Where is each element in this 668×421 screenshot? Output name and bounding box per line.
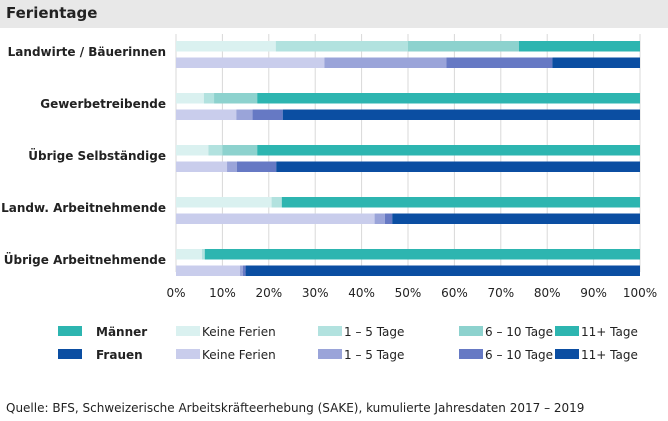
bar-segment — [201, 249, 205, 260]
legend-swatch — [176, 349, 200, 359]
bar-segment — [227, 161, 237, 172]
x-tick-label: 90% — [580, 286, 607, 300]
bar-segment — [208, 145, 223, 156]
bar-segment — [324, 57, 447, 68]
bar-segment — [236, 161, 277, 172]
x-tick-label: 80% — [534, 286, 561, 300]
title-bar — [0, 0, 668, 28]
chart-title: Ferientage — [6, 4, 98, 22]
legend-swatch — [318, 349, 342, 359]
bar-segment — [176, 93, 204, 104]
legend-segment-label: 1 – 5 Tage — [344, 348, 404, 362]
legend-swatch — [459, 326, 483, 336]
bar-segment — [245, 265, 640, 276]
bar-segment — [214, 93, 258, 104]
x-tick-label: 60% — [441, 286, 468, 300]
bar-segment — [204, 249, 640, 260]
category-label: Gewerbetreibende — [40, 97, 166, 111]
legend-swatch — [318, 326, 342, 336]
bar-segment — [257, 145, 640, 156]
bar-segment — [281, 197, 640, 208]
bar-segment — [176, 161, 228, 172]
legend-segment-label: Keine Ferien — [202, 325, 276, 339]
x-tick-label: 0% — [166, 286, 185, 300]
bar-segment — [176, 213, 375, 224]
legend-swatch — [58, 326, 82, 336]
x-tick-label: 10% — [209, 286, 236, 300]
bar-segment — [384, 213, 393, 224]
legend-segment-label: 11+ Tage — [581, 348, 638, 362]
legend-group-label: Männer — [96, 325, 147, 339]
category-label: Landw. Arbeitnehmende — [1, 201, 166, 215]
bar-segment — [240, 265, 243, 276]
bar-segment — [176, 197, 272, 208]
bar-segment — [242, 265, 246, 276]
x-tick-label: 100% — [623, 286, 657, 300]
legend-segment-label: 11+ Tage — [581, 325, 638, 339]
bar-segment — [222, 145, 258, 156]
legend-group-label: Frauen — [96, 348, 143, 362]
bar-segment — [176, 145, 209, 156]
bar-segment — [392, 213, 640, 224]
bar-segment — [257, 93, 640, 104]
bar-segment — [408, 41, 519, 52]
category-label: Übrige Arbeitnehmende — [4, 252, 166, 267]
legend-segment-label: 6 – 10 Tage — [485, 325, 553, 339]
bar-segment — [176, 109, 237, 120]
x-tick-label: 40% — [348, 286, 375, 300]
bar-segment — [275, 41, 408, 52]
legend-segment-label: 1 – 5 Tage — [344, 325, 404, 339]
legend-swatch — [58, 349, 82, 359]
bar-segment — [374, 213, 385, 224]
bar-segment — [276, 161, 640, 172]
x-tick-label: 50% — [395, 286, 422, 300]
x-tick-label: 30% — [302, 286, 329, 300]
bar-segment — [176, 41, 276, 52]
category-label: Landwirte / Bäuerinnen — [8, 45, 166, 59]
legend-swatch — [459, 349, 483, 359]
legend-swatch — [555, 326, 579, 336]
bar-segment — [176, 265, 241, 276]
x-tick-label: 20% — [255, 286, 282, 300]
bar-segment — [552, 57, 640, 68]
bar-segment — [176, 57, 325, 68]
bar-segment — [236, 109, 253, 120]
bar-segment — [252, 109, 283, 120]
legend-segment-label: 6 – 10 Tage — [485, 348, 553, 362]
x-tick-label: 70% — [487, 286, 514, 300]
legend-swatch — [176, 326, 200, 336]
bar-segment — [446, 57, 553, 68]
bar-segment — [271, 197, 282, 208]
bar-segment — [203, 93, 215, 104]
bar-segment — [518, 41, 640, 52]
source-note: Quelle: BFS, Schweizerische Arbeitskräft… — [6, 401, 585, 415]
bar-segment — [282, 109, 640, 120]
category-label: Übrige Selbständige — [28, 148, 166, 163]
bar-segment — [176, 249, 202, 260]
legend-segment-label: Keine Ferien — [202, 348, 276, 362]
legend-swatch — [555, 349, 579, 359]
